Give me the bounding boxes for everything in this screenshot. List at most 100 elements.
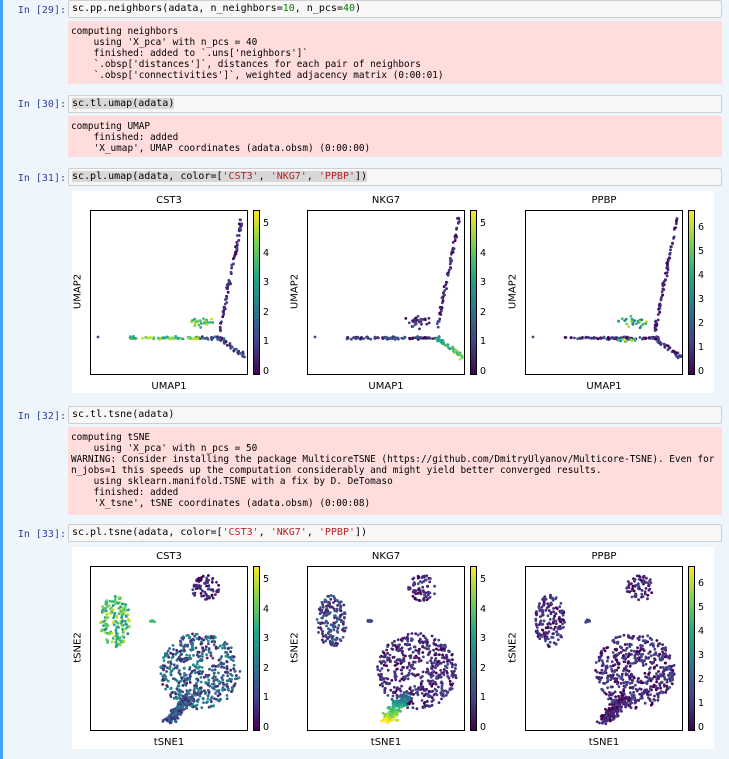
scatter-point: [664, 278, 667, 282]
scatter-point: [335, 629, 339, 633]
scatter-point: [540, 605, 544, 609]
scatter-point: [194, 584, 198, 588]
scatter-point: [634, 700, 638, 704]
scatter-point: [333, 609, 337, 613]
scatter-point: [600, 668, 604, 672]
scatter-point: [105, 617, 108, 621]
scatter-point: [641, 644, 644, 648]
scatter-point: [599, 337, 603, 340]
scatter-point: [445, 653, 448, 657]
code-input-cell[interactable]: sc.tl.tsne(adata): [68, 406, 722, 424]
scatter-point: [661, 643, 664, 646]
scatter-point: [402, 657, 406, 660]
scatter-point: [199, 676, 203, 679]
scatter-point: [174, 720, 178, 724]
colorbar-tick-label: 1: [263, 692, 270, 704]
scatter-point: [126, 617, 130, 621]
scatter-point: [652, 675, 656, 679]
scatter-point: [445, 669, 448, 673]
axes-frame: [90, 210, 248, 375]
scatter-point: [321, 603, 325, 606]
scatter-point: [536, 635, 540, 638]
scatter-point: [639, 649, 642, 652]
scatter-point: [161, 683, 165, 686]
colorbar-tick-label: 0: [698, 722, 705, 733]
scatter-point: [411, 594, 415, 598]
scatter-point: [635, 322, 638, 325]
scatter-point: [399, 662, 403, 665]
scatter-point: [183, 700, 187, 704]
colorbar: [470, 210, 477, 375]
colorbar-tick-label: 1: [480, 692, 487, 704]
scatter-point: [404, 698, 408, 702]
scatter-point: [431, 674, 435, 677]
scatter-point: [208, 320, 212, 324]
scatter-point: [193, 324, 197, 327]
scatter-point: [450, 653, 454, 657]
scatter-point: [661, 650, 664, 654]
scatter-point: [327, 600, 331, 604]
scatter-point: [414, 674, 417, 678]
scatter-point: [413, 656, 417, 660]
scatter-point: [660, 296, 663, 299]
scatter-point: [641, 664, 645, 667]
scatter-point: [201, 336, 205, 340]
scatter-point: [327, 630, 331, 634]
code-input-cell[interactable]: sc.pl.tsne(adata, color=['CST3', 'NKG7',…: [68, 524, 722, 542]
scatter-point: [449, 266, 453, 270]
scatter-point: [450, 251, 454, 254]
code-input-cell[interactable]: sc.pp.neighbors(adata, n_neighbors=10, n…: [68, 0, 722, 18]
code-input-cell[interactable]: sc.tl.umap(adata): [68, 95, 722, 113]
scatter-point: [628, 691, 632, 695]
scatter-point: [386, 714, 390, 717]
scatter-point: [109, 612, 112, 615]
scatter-point: [210, 593, 214, 597]
scatter-point: [199, 642, 203, 646]
scatter-point: [630, 317, 634, 321]
scatter-point: [103, 622, 107, 626]
output-line: `.obsp['distances']`, distances for each…: [71, 59, 421, 70]
scatter-point: [420, 699, 424, 702]
scatter-panel-nkg7: NKG7 UMAP1 UMAP2 5 4 3 2 1 0: [290, 195, 487, 392]
scatter-point: [398, 649, 402, 652]
scatter-point: [643, 671, 647, 675]
scatter-point: [422, 655, 425, 659]
scatter-point: [629, 698, 633, 702]
code-input-cell[interactable]: sc.pl.umap(adata, color=['CST3', 'NKG7',…: [68, 168, 722, 186]
scatter-point: [193, 668, 197, 672]
scatter-point: [662, 666, 665, 669]
scatter-point: [645, 676, 649, 679]
scatter-point: [417, 657, 421, 660]
axes-frame: [307, 566, 465, 731]
scatter-point: [216, 335, 219, 339]
scatter-point: [159, 672, 163, 675]
scatter-point: [414, 648, 418, 652]
scatter-point: [193, 321, 197, 325]
scatter-point: [442, 670, 446, 674]
scatter-point: [206, 694, 210, 698]
scatter-point: [224, 298, 227, 301]
scatter-point: [428, 580, 432, 584]
scatter-point: [622, 681, 626, 685]
scatter-point: [195, 707, 199, 711]
scatter-plot: [96, 218, 246, 359]
scatter-point: [211, 636, 215, 640]
scatter-point: [416, 633, 420, 637]
scatter-point: [380, 662, 383, 665]
scatter-point: [599, 715, 603, 718]
scatter-point: [635, 689, 639, 693]
scatter-point: [199, 579, 203, 582]
scatter-point: [436, 339, 440, 343]
scatter-point: [318, 612, 322, 616]
scatter-point: [380, 667, 384, 670]
scatter-point: [542, 598, 546, 602]
scatter-point: [649, 685, 652, 688]
scatter-point: [212, 643, 216, 647]
scatter-point: [392, 690, 395, 694]
scatter-point: [535, 626, 539, 629]
scatter-point: [537, 623, 541, 626]
scatter-point: [322, 640, 325, 644]
scatter-point: [229, 668, 233, 672]
scatter-point: [177, 669, 181, 672]
scatter-point: [607, 335, 610, 339]
